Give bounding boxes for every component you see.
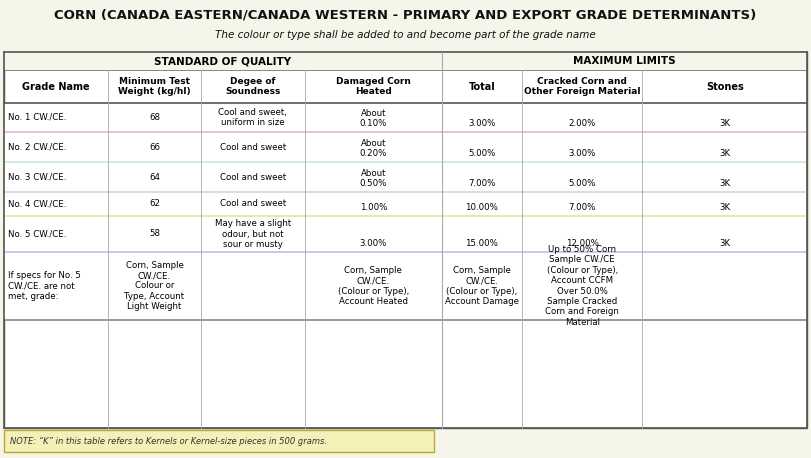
Bar [4,162,807,192]
Text: 3.00%: 3.00% [569,149,596,158]
Text: Up to 50% Corn
Sample CW./CE
(Colour or Type),
Account CCFM
Over 50.0%
Sample Cr: Up to 50% Corn Sample CW./CE (Colour or … [545,245,619,327]
Text: No. 5 CW./CE.: No. 5 CW./CE. [8,229,67,239]
Text: Cool and sweet: Cool and sweet [220,200,286,208]
Text: 58: 58 [149,229,160,239]
Text: Corn, Sample
CW./CE.
(Colour or Type),
Account Heated: Corn, Sample CW./CE. (Colour or Type), A… [337,266,409,306]
Text: 3.00%: 3.00% [360,239,387,248]
Text: Corn, Sample
CW./CE.
(Colour or Type),
Account Damage: Corn, Sample CW./CE. (Colour or Type), A… [444,266,519,306]
Text: 3K: 3K [719,119,730,128]
Text: Cool and sweet: Cool and sweet [220,173,286,181]
Text: 3K: 3K [719,149,730,158]
Bar [4,103,807,132]
Bar [4,52,807,428]
Text: The colour or type shall be added to and become part of the grade name: The colour or type shall be added to and… [215,30,596,40]
Text: 7.00%: 7.00% [569,203,596,212]
Text: Degee of
Soundness: Degee of Soundness [225,77,281,96]
Text: No. 4 CW./CE.: No. 4 CW./CE. [8,200,67,208]
Text: No. 3 CW./CE.: No. 3 CW./CE. [8,173,67,181]
Text: 2.00%: 2.00% [569,119,596,128]
Bar [4,216,807,252]
Text: 62: 62 [149,200,160,208]
Text: STANDARD OF QUALITY: STANDARD OF QUALITY [154,56,291,66]
Text: Cracked Corn and
Other Foreign Material: Cracked Corn and Other Foreign Material [524,77,641,96]
Text: Damaged Corn
Heated: Damaged Corn Heated [336,77,411,96]
Text: MAXIMUM LIMITS: MAXIMUM LIMITS [573,56,676,66]
Text: 3K: 3K [719,179,730,188]
Text: About
0.50%: About 0.50% [360,169,387,188]
Text: 66: 66 [149,142,160,152]
Text: May have a slight
odour, but not
sour or musty: May have a slight odour, but not sour or… [215,219,291,249]
Bar [4,192,807,216]
Text: 12.00%: 12.00% [566,239,599,248]
Text: 3K: 3K [719,203,730,212]
Text: If specs for No. 5
CW./CE. are not
met, grade:: If specs for No. 5 CW./CE. are not met, … [8,271,81,301]
Text: Cool and sweet,
uniform in size: Cool and sweet, uniform in size [218,108,287,127]
Text: 3.00%: 3.00% [468,119,496,128]
Text: Total: Total [469,82,496,92]
Bar [4,252,807,320]
Text: 1.00%: 1.00% [360,203,387,212]
Text: NOTE: “K” in this table refers to Kernels or Kernel-size pieces in 500 grams.: NOTE: “K” in this table refers to Kernel… [10,436,327,446]
Text: Cool and sweet: Cool and sweet [220,142,286,152]
Text: Minimum Test
Weight (kg/hl): Minimum Test Weight (kg/hl) [118,77,191,96]
Text: 15.00%: 15.00% [466,239,498,248]
Bar [4,132,807,162]
Text: 10.00%: 10.00% [466,203,498,212]
Text: 3K: 3K [719,239,730,248]
Text: 64: 64 [149,173,160,181]
Text: No. 2 CW./CE.: No. 2 CW./CE. [8,142,67,152]
Text: Stones: Stones [706,82,744,92]
Text: 5.00%: 5.00% [468,149,496,158]
Text: About
0.10%: About 0.10% [360,109,387,128]
Text: Grade Name: Grade Name [23,82,90,92]
Text: No. 1 CW./CE.: No. 1 CW./CE. [8,113,67,122]
Text: 7.00%: 7.00% [468,179,496,188]
Text: Corn, Sample
CW./CE.
Colour or
Type, Account
Light Weight: Corn, Sample CW./CE. Colour or Type, Acc… [125,261,185,311]
Text: CORN (CANADA EASTERN/CANADA WESTERN - PRIMARY AND EXPORT GRADE DETERMINANTS): CORN (CANADA EASTERN/CANADA WESTERN - PR… [54,8,757,21]
Bar [4,52,807,70]
FancyBboxPatch shape [4,430,434,452]
Text: About
0.20%: About 0.20% [360,139,387,158]
Text: 68: 68 [149,113,160,122]
Text: 5.00%: 5.00% [569,179,596,188]
